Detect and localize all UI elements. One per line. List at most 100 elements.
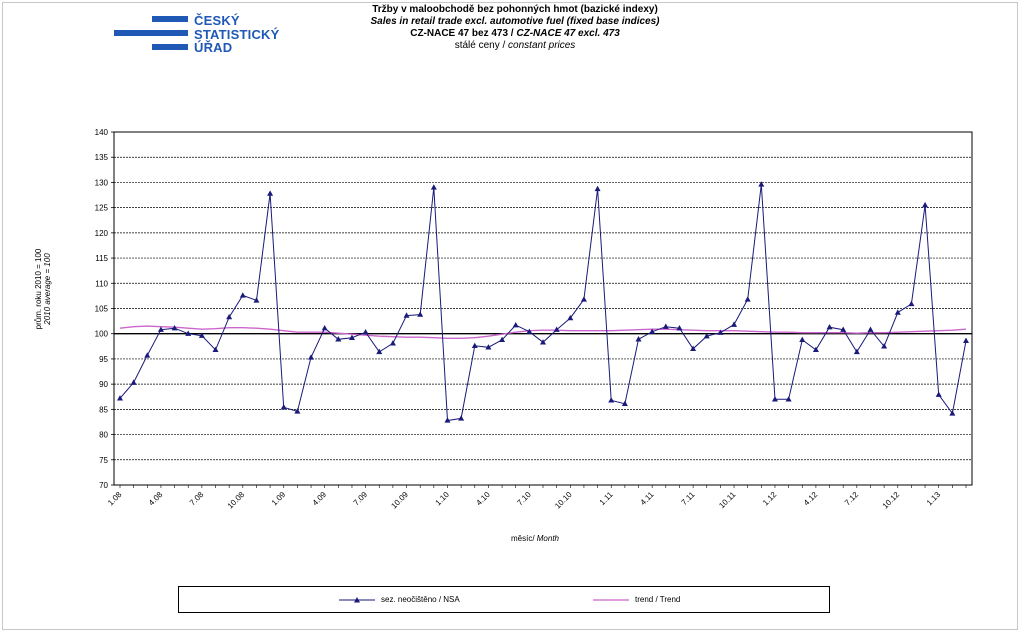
nsa-point xyxy=(540,339,546,345)
prices-en: constant prices xyxy=(508,40,576,51)
y-label-en: 2010 average = 100 xyxy=(43,253,52,325)
x-tick-label: 4.08 xyxy=(147,490,165,508)
nsa-point xyxy=(294,408,301,414)
legend: sez. neočištěno / NSA trend / Trend xyxy=(178,586,830,613)
prices-line: stálé ceny / constant prices xyxy=(280,40,750,52)
nsa-point xyxy=(826,323,833,330)
nsa-point xyxy=(963,337,969,343)
nsa-point xyxy=(226,313,233,320)
x-tick-label: 7.10 xyxy=(515,490,533,508)
y-tick-label: 140 xyxy=(95,128,109,137)
x-axis-label: měsíc/ Month xyxy=(470,534,600,543)
nace-cz: CZ-NACE 47 bez 473 / xyxy=(410,28,517,39)
nsa-point xyxy=(526,328,533,334)
nsa-point xyxy=(649,328,656,334)
x-tick-label: 7.11 xyxy=(680,490,697,507)
title-cz: Tržby v maloobchodě bez pohonných hmot (… xyxy=(372,4,658,15)
x-tick-label: 1.10 xyxy=(434,490,452,508)
nsa-point xyxy=(717,329,724,335)
nsa-point xyxy=(840,326,847,332)
logo-line-3: ÚŘAD xyxy=(194,40,233,55)
x-tick-label: 10.10 xyxy=(553,490,574,511)
x-tick-label: 10.09 xyxy=(389,490,410,511)
nsa-point xyxy=(594,185,601,192)
x-tick-label: 4.09 xyxy=(311,490,329,508)
nsa-point xyxy=(771,396,778,402)
y-tick-label: 75 xyxy=(99,456,108,465)
y-tick-label: 110 xyxy=(95,279,108,288)
x-tick-label: 4.10 xyxy=(474,490,492,508)
y-tick-label: 125 xyxy=(95,204,109,213)
nsa-point xyxy=(485,344,492,350)
x-tick-label: 10.12 xyxy=(881,490,902,511)
nsa-point xyxy=(239,292,246,298)
legend-trend-icon xyxy=(593,598,629,601)
nsa-point xyxy=(376,348,383,355)
nace-en: CZ-NACE 47 excl. 473 xyxy=(516,28,620,39)
nsa-point xyxy=(321,324,328,331)
nsa-point xyxy=(499,336,506,342)
nsa-point xyxy=(922,201,929,208)
x-tick-label: 1.08 xyxy=(106,490,124,508)
legend-nsa-swatch xyxy=(339,596,375,604)
x-tick-label: 10.08 xyxy=(226,490,247,511)
nsa-point xyxy=(117,395,123,401)
legend-nsa-label: sez. neočištěno / NSA xyxy=(381,595,460,604)
legend-trend-swatch xyxy=(593,596,629,604)
legend-trend-label: trend / Trend xyxy=(635,595,681,604)
y-tick-label: 80 xyxy=(99,431,108,440)
nsa-point xyxy=(608,397,615,403)
logo-bar-1 xyxy=(152,16,188,22)
nsa-point xyxy=(198,332,205,338)
nsa-point xyxy=(908,300,915,307)
y-tick-label: 120 xyxy=(95,229,109,238)
x-tick-label: 1.13 xyxy=(925,490,943,508)
nsa-point xyxy=(894,309,901,315)
logo-bar-2 xyxy=(114,30,188,36)
page-frame xyxy=(2,2,1018,630)
nsa-line xyxy=(119,184,967,422)
x-tick-label: 7.08 xyxy=(188,490,206,508)
x-tick-label: 1.09 xyxy=(270,490,288,508)
prices-cz: stálé ceny / xyxy=(454,40,509,51)
y-label-cz: prům. roku 2010 = 100 xyxy=(34,248,43,330)
nsa-point xyxy=(799,336,806,342)
y-tick-label: 90 xyxy=(99,380,108,389)
nsa-point xyxy=(731,321,738,327)
x-tick-label: 4.12 xyxy=(802,490,820,508)
y-tick-label: 95 xyxy=(99,355,108,364)
nsa-point xyxy=(744,296,751,302)
nsa-point xyxy=(785,396,792,402)
nsa-point xyxy=(690,345,697,352)
logo-line-1: ČESKÝ xyxy=(194,13,240,28)
nsa-point xyxy=(212,346,219,353)
y-axis-label: prům. roku 2010 = 100 2010 average = 100 xyxy=(8,240,68,340)
legend-item-trend: trend / Trend xyxy=(593,595,680,604)
nsa-point xyxy=(253,297,260,303)
nsa-point xyxy=(362,329,369,335)
nsa-point xyxy=(171,324,178,331)
y-tick-label: 100 xyxy=(95,330,109,339)
x-tick-label: 7.09 xyxy=(352,490,370,508)
y-tick-label: 130 xyxy=(95,178,109,187)
nsa-point xyxy=(553,326,560,332)
nsa-point xyxy=(267,190,274,196)
nsa-point xyxy=(471,342,478,349)
nsa-point xyxy=(348,334,355,340)
y-tick-label: 70 xyxy=(99,481,108,490)
x-tick-label: 4.11 xyxy=(639,490,656,507)
nsa-point xyxy=(280,404,287,410)
x-label-en: Month xyxy=(536,534,559,543)
x-tick-label: 1.12 xyxy=(761,490,779,508)
nsa-point xyxy=(881,343,888,349)
x-tick-label: 7.12 xyxy=(843,490,861,508)
x-tick-label: 1.11 xyxy=(598,490,615,507)
nsa-point xyxy=(662,323,669,329)
x-label-cz: měsíc/ xyxy=(510,534,537,543)
nsa-point xyxy=(458,415,465,421)
nsa-point xyxy=(403,312,410,318)
nsa-point xyxy=(935,391,942,397)
nsa-point xyxy=(308,354,315,360)
title-en: Sales in retail trade excl. automotive f… xyxy=(370,16,660,27)
